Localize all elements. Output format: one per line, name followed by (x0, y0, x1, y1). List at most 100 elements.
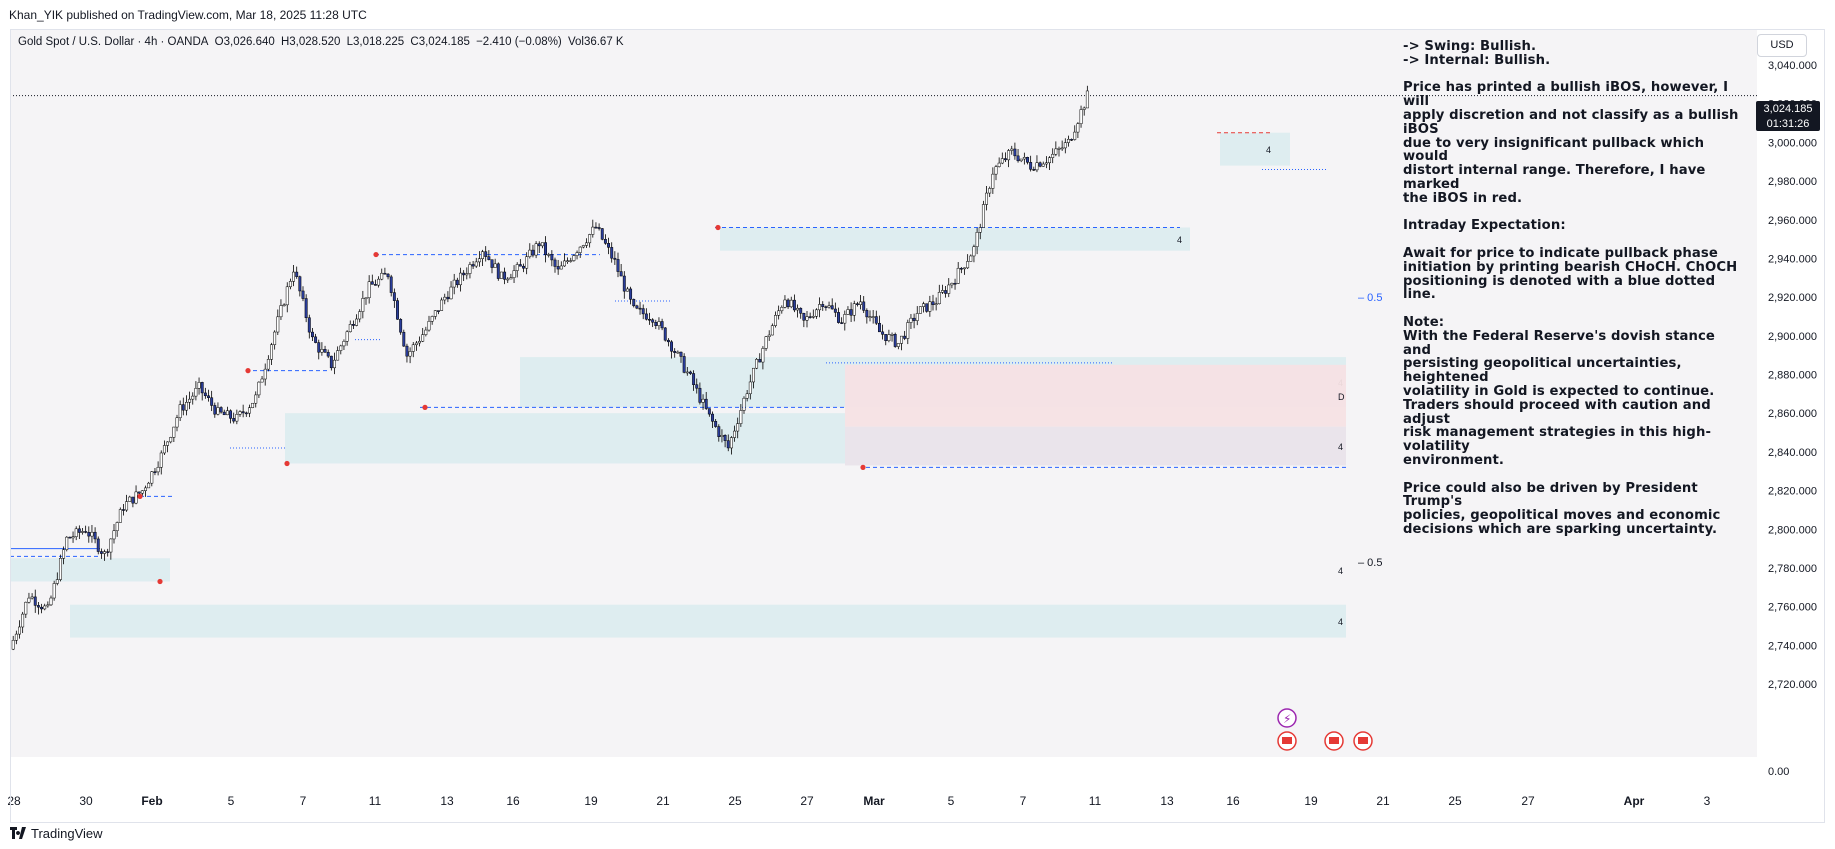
swing-point-high (245, 368, 251, 374)
candle-down (704, 398, 708, 409)
expectation-paragraph: Await for price to indicate pullback pha… (1403, 245, 1738, 303)
candle-down (326, 351, 330, 357)
analysis-text[interactable]: -> Swing: Bullish. -> Internal: Bullish.… (1403, 40, 1743, 550)
candle-down (301, 290, 305, 299)
candle-down (698, 387, 702, 403)
candle-down (496, 263, 500, 279)
candle-down (925, 303, 929, 312)
candle-down (840, 322, 844, 324)
candle-up (922, 303, 925, 307)
candle-up (257, 381, 261, 396)
candle-up (966, 261, 970, 269)
candle-up (320, 349, 324, 353)
candle-down (651, 319, 655, 323)
x-tick-label: 30 (79, 794, 93, 808)
candle-up (978, 227, 982, 233)
candle-up (1007, 150, 1011, 161)
candle-up (414, 342, 418, 346)
candle-up (147, 482, 151, 489)
y-tick-label: 2,780.000 (1768, 563, 1817, 575)
candle-down (622, 275, 626, 292)
candle-down (931, 301, 935, 305)
ibos-paragraph: Price has printed a bullish iBOS, howeve… (1403, 80, 1739, 206)
currency-button[interactable]: USD (1757, 34, 1807, 57)
y-tick-label: 2,820.000 (1768, 486, 1817, 498)
candle-up (14, 633, 18, 641)
candle-up (380, 272, 384, 280)
candle-up (928, 301, 932, 312)
tradingview-footer[interactable]: TradingView (8, 823, 308, 845)
x-tick-label: 19 (584, 794, 598, 808)
candle-down (87, 532, 91, 537)
candle-up (975, 232, 979, 247)
candle-up (729, 437, 733, 449)
candle-up (282, 304, 286, 307)
candle-down (314, 336, 318, 343)
candle-up (736, 423, 740, 432)
candle-up (125, 501, 129, 511)
candle-up (991, 173, 995, 189)
y-tick-label: 2,980.000 (1768, 176, 1817, 188)
candle-up (188, 398, 192, 403)
candle-down (726, 440, 730, 449)
symbol-legend[interactable]: Gold Spot / U.S. Dollar · 4h · OANDA O3,… (18, 36, 627, 48)
candle-up (43, 605, 47, 610)
candle-down (553, 259, 557, 267)
candle-up (752, 367, 755, 383)
candle-up (780, 307, 784, 312)
candle-up (11, 640, 15, 650)
candle-up (46, 604, 50, 607)
candle-up (770, 325, 774, 336)
candle-down (307, 317, 311, 333)
candle-up (1041, 163, 1045, 167)
candle-up (796, 307, 799, 311)
x-tick-label: 27 (1521, 794, 1535, 808)
x-tick-label: 13 (440, 794, 454, 808)
candle-up (468, 264, 472, 274)
y-tick-label: 2,880.000 (1768, 370, 1817, 382)
symbol-name[interactable]: Gold Spot / U.S. Dollar · 4h · OANDA (18, 36, 209, 48)
candle-up (581, 245, 585, 248)
ohlc-open: O3,026.640 (214, 36, 275, 48)
candle-up (941, 290, 944, 293)
candle-down (632, 299, 636, 307)
candle-down (959, 267, 963, 270)
zone-label: 4 (1266, 145, 1271, 155)
candle-down (824, 306, 828, 308)
candle-up (443, 296, 447, 301)
candle-down (673, 350, 677, 353)
x-tick-label: 11 (369, 794, 382, 808)
candle-up (685, 371, 689, 374)
candle-up (720, 435, 724, 437)
candle-up (273, 331, 277, 345)
candle-up (459, 272, 462, 286)
candle-up (465, 273, 469, 276)
candle-down (629, 288, 633, 300)
candle-down (786, 299, 790, 308)
candle-down (399, 319, 403, 333)
x-tick-label: 13 (1160, 794, 1174, 808)
candle-up (172, 426, 176, 438)
candle-down (711, 413, 714, 422)
candle-down (641, 308, 645, 315)
candle-down (137, 491, 141, 494)
candle-down (374, 284, 377, 286)
candle-down (556, 266, 560, 270)
candle-up (52, 583, 56, 599)
y-tick-label: 2,800.000 (1768, 524, 1817, 536)
candle-up (263, 368, 267, 380)
candle-down (33, 596, 37, 606)
candle-down (446, 296, 450, 300)
candle-up (430, 316, 434, 322)
zone-red (845, 364, 1346, 427)
candle-down (603, 239, 607, 244)
candle-down (833, 308, 837, 313)
candle-up (843, 314, 847, 324)
candle-down (638, 307, 642, 310)
candle-down (106, 551, 110, 553)
y-tick-label: 3,000.000 (1768, 137, 1817, 149)
candle-down (323, 349, 327, 353)
candle-up (1067, 139, 1070, 143)
candle-up (985, 192, 988, 205)
